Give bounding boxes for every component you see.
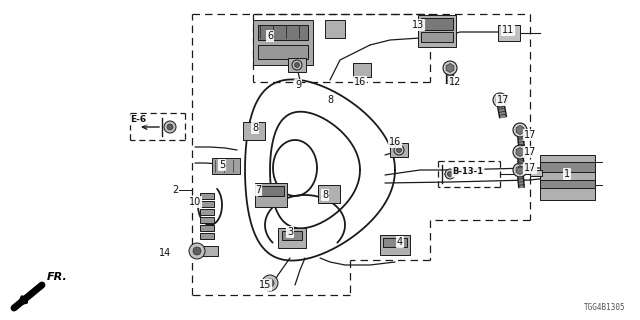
Bar	[200, 246, 218, 256]
Text: 17: 17	[524, 147, 536, 157]
Bar	[421, 32, 453, 42]
Circle shape	[294, 62, 300, 68]
Circle shape	[292, 60, 302, 70]
Bar	[380, 235, 410, 255]
Text: 6: 6	[267, 31, 273, 41]
Bar	[421, 18, 453, 30]
Bar	[258, 25, 308, 40]
Bar	[212, 158, 240, 174]
Text: 8: 8	[252, 123, 258, 133]
Circle shape	[266, 279, 274, 287]
Bar	[383, 238, 407, 247]
Bar	[540, 162, 595, 172]
Text: B-13-1: B-13-1	[452, 167, 484, 177]
Text: 17: 17	[497, 95, 509, 105]
Polygon shape	[516, 125, 524, 134]
Text: 4: 4	[397, 237, 403, 247]
Text: 17: 17	[524, 163, 536, 173]
Circle shape	[513, 123, 527, 137]
Circle shape	[189, 243, 205, 259]
Text: 3: 3	[287, 227, 293, 237]
Bar	[540, 155, 595, 200]
Bar	[353, 63, 371, 77]
Bar	[200, 209, 214, 215]
Polygon shape	[516, 165, 524, 174]
Bar	[200, 217, 214, 223]
Polygon shape	[496, 95, 504, 105]
Circle shape	[193, 247, 201, 255]
Bar	[255, 183, 287, 207]
Text: 2: 2	[172, 185, 178, 195]
Text: TGG4B1305: TGG4B1305	[584, 303, 625, 312]
Circle shape	[447, 172, 452, 177]
Circle shape	[394, 145, 404, 155]
Bar	[258, 45, 308, 59]
Circle shape	[262, 275, 278, 291]
Bar	[282, 231, 302, 240]
Text: 9: 9	[295, 80, 301, 90]
Bar	[325, 20, 345, 38]
Bar	[540, 180, 595, 188]
Text: 16: 16	[354, 77, 366, 87]
Circle shape	[164, 121, 176, 133]
Bar	[243, 122, 265, 140]
Text: 8: 8	[322, 190, 328, 200]
Text: 8: 8	[327, 95, 333, 105]
Text: 11: 11	[502, 25, 514, 35]
Bar	[200, 225, 214, 231]
Bar	[390, 143, 408, 157]
Bar	[200, 193, 214, 199]
Text: 10: 10	[189, 197, 201, 207]
Bar	[288, 58, 306, 72]
Text: 17: 17	[524, 130, 536, 140]
Bar	[418, 15, 456, 47]
Text: 12: 12	[449, 77, 461, 87]
Bar	[498, 25, 520, 41]
Polygon shape	[516, 148, 524, 156]
Bar	[258, 186, 284, 196]
Text: 7: 7	[255, 185, 261, 195]
Text: 1: 1	[564, 169, 570, 179]
Polygon shape	[446, 63, 454, 73]
Text: FR.: FR.	[47, 272, 68, 282]
Circle shape	[167, 124, 173, 130]
Bar	[278, 228, 306, 248]
Circle shape	[443, 61, 457, 75]
Text: 13: 13	[412, 20, 424, 30]
Bar	[253, 20, 313, 65]
Circle shape	[513, 163, 527, 177]
Text: 5: 5	[219, 160, 225, 170]
Bar	[200, 233, 214, 239]
Circle shape	[397, 148, 401, 153]
Bar	[530, 170, 542, 176]
Circle shape	[513, 145, 527, 159]
Text: 14: 14	[159, 248, 171, 258]
Text: 16: 16	[389, 137, 401, 147]
Circle shape	[493, 93, 507, 107]
Circle shape	[445, 169, 455, 179]
Bar	[318, 185, 340, 203]
Bar	[200, 201, 214, 207]
Text: 15: 15	[259, 280, 271, 290]
Text: E-6: E-6	[130, 116, 146, 124]
